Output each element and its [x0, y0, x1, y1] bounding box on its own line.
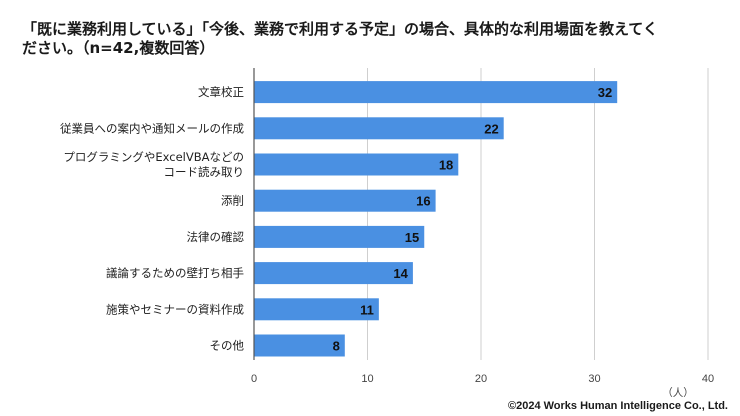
bar-value-label: 15 — [405, 230, 419, 245]
category-label: 従業員への案内や通知メールの作成 — [60, 121, 244, 135]
category-label: コード読み取り — [164, 165, 245, 179]
bar — [254, 298, 379, 321]
bar — [254, 117, 504, 140]
bar — [254, 334, 345, 357]
bar-value-label: 32 — [598, 85, 612, 100]
copyright: ©2024 Works Human Intelligence Co., Ltd. — [507, 400, 728, 412]
bar — [254, 225, 425, 248]
category-label: その他 — [210, 339, 245, 353]
category-label: 添削 — [221, 194, 244, 208]
x-axis-unit-label: （人） — [662, 387, 694, 399]
bar-value-label: 14 — [393, 266, 408, 281]
x-tick-label: 30 — [588, 373, 600, 385]
title-line-1: 「既に業務利用している」「今後、業務で利用する予定」の場合、具体的な利用場面を教… — [22, 20, 658, 38]
bar-value-label: 16 — [416, 194, 430, 209]
bar-value-label: 18 — [439, 158, 453, 173]
bar-value-label: 8 — [333, 339, 340, 354]
bar — [254, 81, 618, 104]
category-label: プログラミングやExcelVBAなどの — [63, 150, 244, 164]
bar-value-label: 11 — [360, 302, 374, 317]
category-label: 施策やセミナーの資料作成 — [106, 302, 244, 316]
x-tick-label: 10 — [361, 373, 373, 385]
x-tick-label: 40 — [702, 373, 714, 385]
bar — [254, 262, 413, 285]
title-line-2: ださい。（n=42,複数回答） — [22, 39, 215, 57]
category-label: 文章校正 — [198, 85, 244, 99]
x-tick-label: 20 — [475, 373, 487, 385]
chart-title: 「既に業務利用している」「今後、業務で利用する予定」の場合、具体的な利用場面を教… — [22, 20, 722, 58]
category-label: 法律の確認 — [187, 230, 245, 244]
bar-value-label: 22 — [484, 121, 498, 136]
category-label: 議論するための壁打ち相手 — [106, 266, 244, 280]
bar — [254, 189, 436, 212]
bar — [254, 153, 459, 176]
x-tick-label: 0 — [251, 373, 257, 385]
